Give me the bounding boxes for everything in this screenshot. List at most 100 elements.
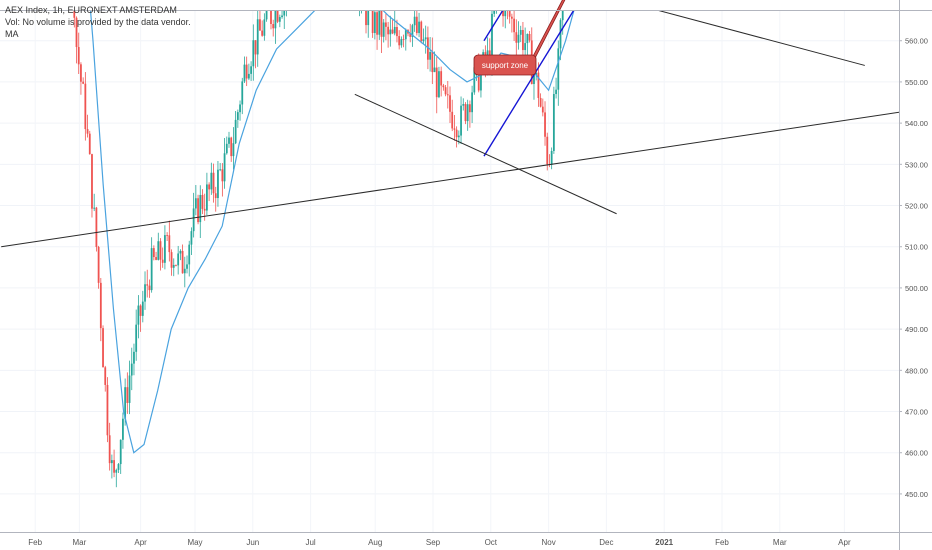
y-tick-label: 540.00	[905, 119, 928, 128]
candle-body	[214, 193, 217, 199]
candle-body	[241, 81, 244, 105]
candle-body	[411, 25, 414, 37]
candle-body	[424, 37, 427, 40]
candle-body	[146, 284, 149, 286]
x-tick-label: Feb	[715, 538, 729, 547]
candle-body	[188, 244, 191, 265]
candle-body	[519, 30, 522, 35]
candle-body	[82, 81, 85, 84]
candle-body	[228, 137, 230, 144]
candle-body	[365, 10, 367, 26]
candle-body	[491, 13, 493, 60]
trend-line	[1, 111, 899, 248]
candle-body	[370, 1, 372, 5]
x-tick-label: Jun	[246, 538, 259, 547]
candle-body	[561, 10, 564, 21]
candle-body	[451, 111, 454, 129]
x-tick-label: May	[187, 538, 202, 547]
channel-line	[483, 10, 575, 157]
y-tick-label: 530.00	[905, 160, 928, 169]
candle-body	[236, 112, 239, 120]
candle-body	[546, 136, 549, 165]
candle-body	[265, 10, 268, 20]
volume-note: Vol: No volume is provided by the data v…	[5, 17, 191, 27]
candle-body	[199, 194, 202, 223]
candle-body	[449, 95, 451, 112]
candle-body	[206, 184, 208, 211]
candle-body	[124, 387, 127, 419]
y-tick-label: 550.00	[905, 78, 928, 87]
candle-body	[115, 469, 118, 473]
candle-body	[526, 33, 529, 44]
indicator-label[interactable]: MA	[5, 29, 19, 39]
candle-body	[212, 172, 215, 194]
candle-body	[438, 71, 440, 98]
candle-body	[172, 264, 175, 268]
candle-body	[468, 104, 471, 113]
plot-area	[0, 0, 899, 532]
candle-body	[528, 33, 531, 41]
y-tick-label: 490.00	[905, 325, 928, 334]
candle-body	[113, 460, 115, 473]
candle-body	[270, 10, 272, 25]
candle-body	[435, 67, 438, 98]
candle-body	[415, 16, 418, 34]
candle-body	[243, 64, 246, 82]
candle-body	[515, 32, 518, 43]
candle-body	[137, 305, 140, 325]
candle-body	[219, 169, 222, 171]
candle-body	[555, 89, 557, 95]
candle-body	[510, 16, 513, 19]
x-tick-label: Jul	[305, 538, 315, 547]
candle-body	[99, 282, 102, 329]
candle-body	[186, 264, 188, 269]
candle-body	[496, 0, 498, 8]
candle-body	[504, 10, 507, 17]
candle-body	[77, 47, 80, 65]
candle-body	[493, 10, 496, 14]
candle-body	[420, 21, 423, 42]
candle-body	[102, 328, 104, 368]
candle-body	[144, 284, 146, 302]
y-tick-label: 470.00	[905, 408, 928, 417]
candle-body	[108, 435, 111, 464]
candle-body	[396, 26, 398, 37]
candle-body	[274, 10, 277, 29]
candle-body	[192, 208, 195, 232]
candle-body	[141, 301, 144, 316]
candle-body	[104, 367, 107, 385]
candle-body	[267, 10, 270, 11]
x-tick-label: Dec	[599, 538, 613, 547]
candle-body	[544, 112, 546, 137]
candle-body	[75, 17, 78, 48]
candle-body	[559, 20, 562, 49]
candle-body	[256, 19, 259, 55]
candle-body	[404, 30, 407, 40]
candle-body	[440, 71, 443, 86]
candle-body	[128, 375, 131, 403]
x-tick-label: Aug	[368, 538, 382, 547]
candle-body	[433, 67, 436, 73]
candle-body	[473, 67, 476, 93]
candle-body	[183, 268, 186, 274]
y-tick-label: 510.00	[905, 243, 928, 252]
candle-body	[194, 198, 197, 209]
candle-body	[557, 48, 560, 90]
trend-line	[654, 10, 865, 66]
candle-body	[385, 22, 387, 27]
candle-body	[502, 10, 504, 17]
candle-body	[161, 259, 164, 263]
candle-body	[393, 26, 396, 34]
candle-body	[133, 351, 135, 364]
symbol-title[interactable]: AEX Index, 1h, EURONEXT AMSTERDAM	[5, 5, 177, 15]
candle-body	[164, 235, 166, 263]
candle-body	[88, 133, 91, 155]
candle-body	[155, 257, 157, 260]
candle-body	[119, 439, 122, 465]
candle-body	[444, 87, 447, 95]
candle-body	[230, 137, 233, 157]
candle-body	[221, 169, 224, 182]
candle-body	[387, 26, 390, 35]
candle-body	[201, 194, 204, 209]
